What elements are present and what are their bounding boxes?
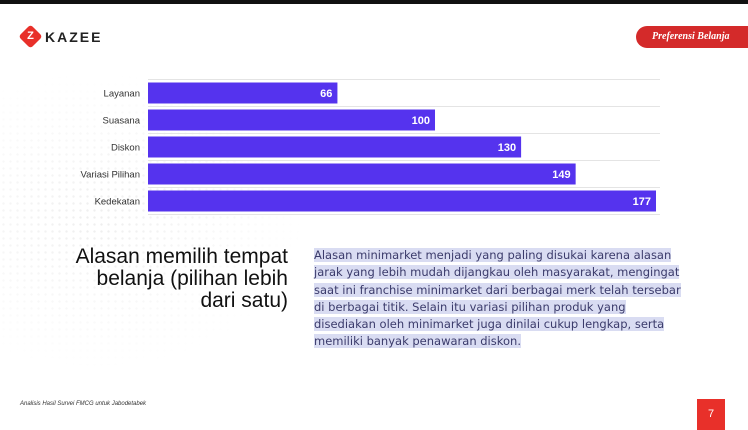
brand-name: KAZEE — [45, 28, 103, 45]
section-label-badge: Preferensi Belanja — [636, 26, 748, 48]
category-label: Diskon — [111, 143, 140, 154]
page-number: 7 — [697, 399, 725, 430]
description-text: Alasan minimarket menjadi yang paling di… — [314, 248, 681, 349]
category-label: Variasi Pilihan — [81, 170, 141, 181]
bar — [148, 136, 522, 158]
data-label: 130 — [498, 142, 516, 154]
bar — [148, 163, 576, 185]
bar — [148, 82, 338, 104]
data-label: 100 — [412, 115, 430, 127]
bar-chart: Layanan 66 Suasana 100 Diskon 130 Variasi Pili… — [81, 79, 660, 215]
heading-line: belanja (pilihan lebih — [96, 267, 288, 290]
category-label: Kedekatan — [95, 197, 140, 208]
category-label: Layanan — [104, 89, 140, 100]
bar — [148, 109, 436, 131]
top-border — [0, 0, 748, 4]
bar — [148, 190, 656, 212]
heading-line: dari satu) — [200, 289, 288, 312]
data-label: 177 — [633, 196, 651, 208]
description-paragraph: Alasan minimarket menjadi yang paling di… — [314, 247, 686, 351]
data-label: 66 — [320, 88, 332, 100]
heading-line: Alasan memilih tempat — [75, 245, 288, 268]
slide-heading: Alasan memilih tempat belanja (pilihan l… — [60, 246, 288, 312]
brand-logo: KAZEE — [18, 24, 103, 49]
category-label: Suasana — [102, 116, 140, 127]
source-note: Analisis Hasil Survei FMCG untuk Jabodet… — [20, 401, 147, 407]
data-label: 149 — [552, 169, 570, 181]
